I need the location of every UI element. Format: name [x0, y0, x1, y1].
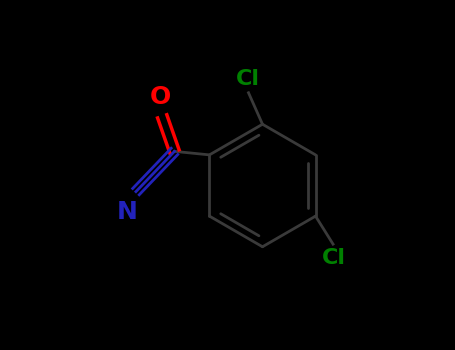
Text: O: O [150, 85, 171, 108]
Text: Cl: Cl [322, 248, 346, 268]
Text: N: N [117, 200, 138, 224]
Text: Cl: Cl [236, 69, 260, 89]
